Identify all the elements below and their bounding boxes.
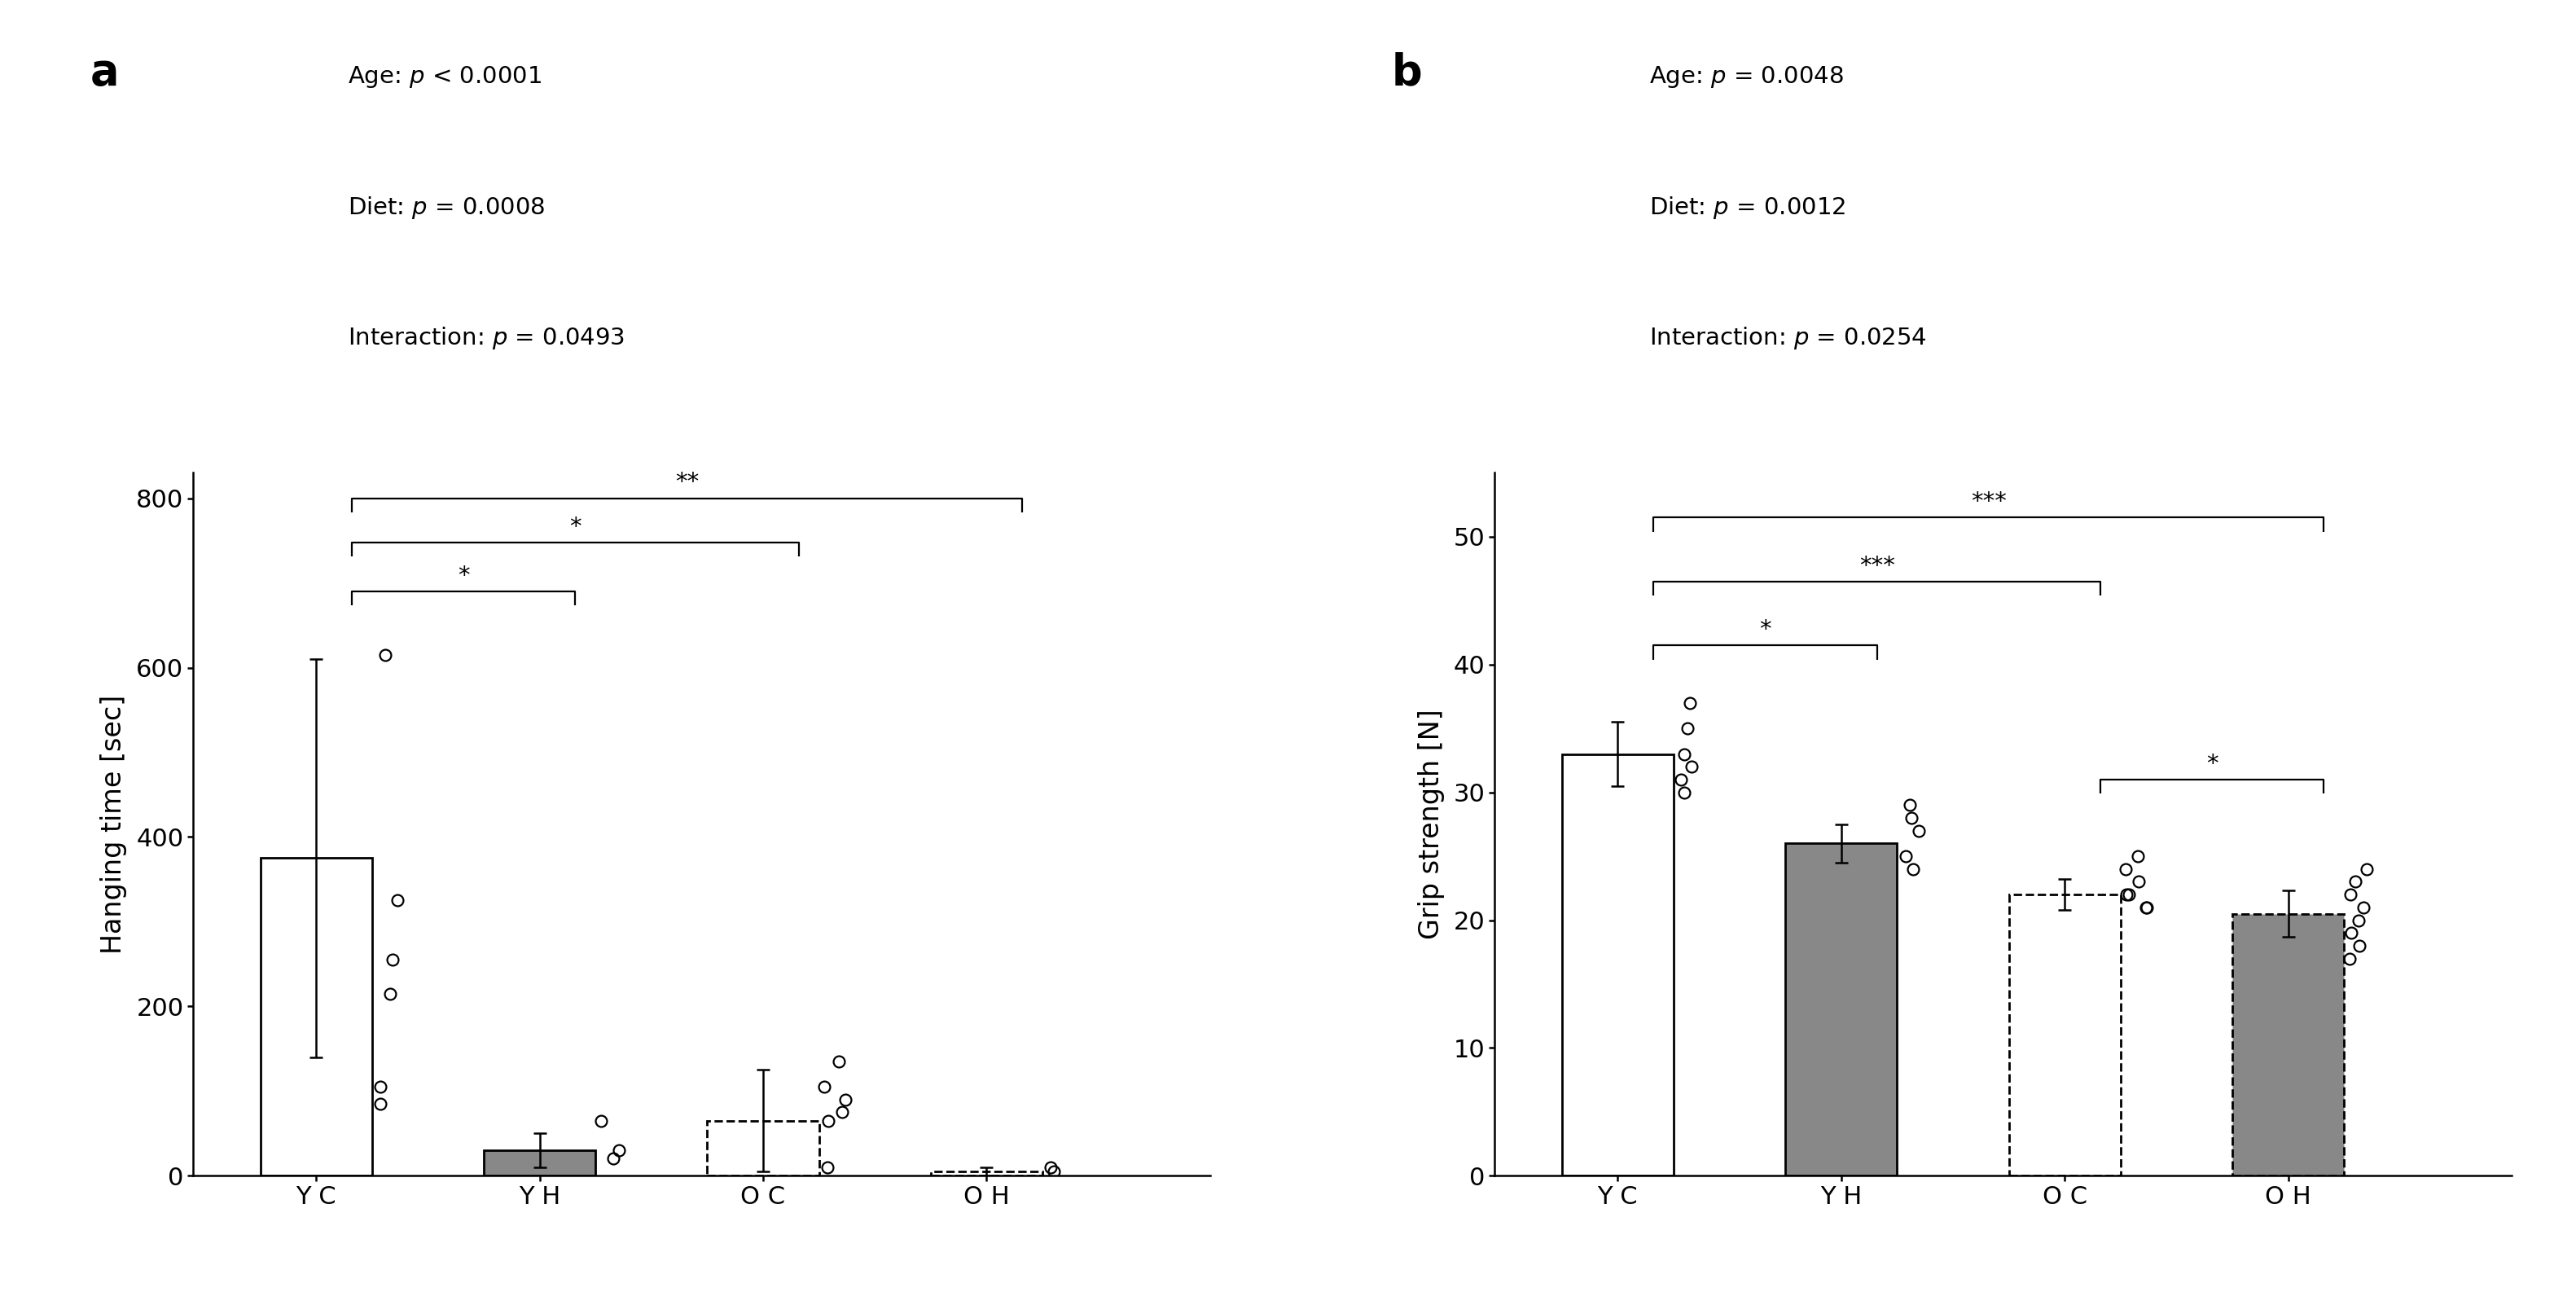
Bar: [2009, 894, 2120, 1176]
Y-axis label: Hanging time [sec]: Hanging time [sec]: [100, 695, 126, 953]
Text: ***: ***: [1971, 491, 2007, 513]
Text: Age: $\it{p}$ < 0.0001: Age: $\it{p}$ < 0.0001: [348, 65, 541, 90]
Text: b: b: [1391, 52, 1422, 94]
Text: **: **: [675, 472, 698, 494]
Text: *: *: [459, 565, 469, 587]
Bar: [708, 1120, 819, 1176]
Bar: [260, 858, 371, 1176]
Bar: [2233, 913, 2344, 1176]
Bar: [930, 1172, 1043, 1176]
Bar: [484, 1150, 595, 1176]
Text: Diet: $\it{p}$ = 0.0012: Diet: $\it{p}$ = 0.0012: [1649, 195, 1847, 221]
Bar: [1561, 755, 1674, 1176]
Bar: [1785, 844, 1896, 1176]
Text: *: *: [569, 516, 582, 537]
Y-axis label: Grip strength [N]: Grip strength [N]: [1417, 709, 1445, 939]
Text: Diet: $\it{p}$ = 0.0008: Diet: $\it{p}$ = 0.0008: [348, 195, 546, 221]
Text: *: *: [1759, 619, 1772, 641]
Text: Age: $\it{p}$ = 0.0048: Age: $\it{p}$ = 0.0048: [1649, 65, 1844, 90]
Text: ***: ***: [1860, 554, 1896, 578]
Text: *: *: [2205, 752, 2218, 775]
Text: Interaction: $\it{p}$ = 0.0254: Interaction: $\it{p}$ = 0.0254: [1649, 326, 1927, 351]
Text: a: a: [90, 52, 118, 94]
Text: Interaction: $\it{p}$ = 0.0493: Interaction: $\it{p}$ = 0.0493: [348, 326, 626, 351]
